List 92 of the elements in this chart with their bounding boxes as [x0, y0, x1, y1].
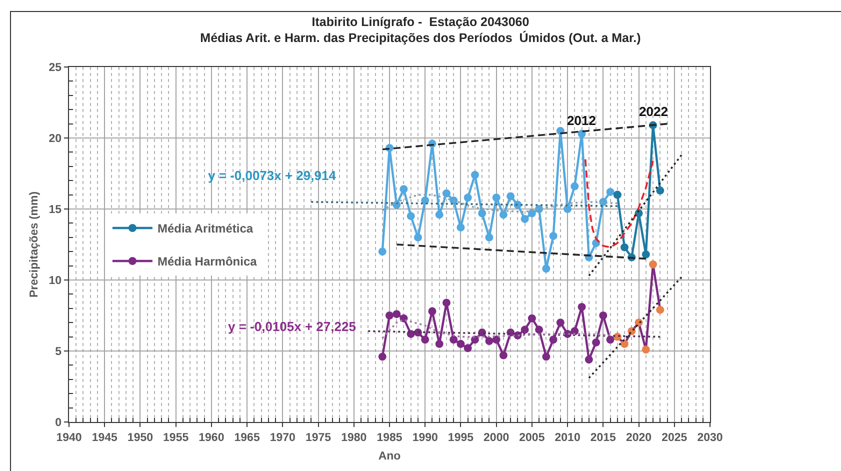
x-tick-label: 2030 — [697, 432, 723, 444]
x-tick-label: 1960 — [198, 432, 224, 444]
point — [556, 318, 564, 327]
line-series — [381, 194, 618, 213]
point — [492, 194, 500, 202]
annotation: 2022 — [639, 104, 668, 119]
point — [520, 326, 529, 334]
point — [485, 233, 494, 242]
annotation: 2012 — [567, 113, 596, 128]
point — [456, 223, 465, 232]
point — [620, 243, 629, 252]
point — [378, 248, 386, 256]
legend-label: Média Harmônica — [157, 254, 258, 269]
x-tick-label: 2005 — [519, 432, 546, 444]
x-tick-label: 2015 — [590, 432, 617, 444]
chart-subtitle: Médias Arit. e Harm. das Precipitações dos Períodos Úmidos (Out. a Mar.) — [200, 30, 641, 46]
annotation: y = -0,0105x + 27,225 — [228, 319, 356, 334]
x-tick-label: 1940 — [56, 432, 82, 444]
point — [649, 260, 658, 268]
x-tick-label: 2020 — [626, 432, 652, 444]
point — [435, 210, 444, 219]
point — [656, 306, 664, 314]
point — [606, 336, 614, 344]
y-tick-label: 15 — [48, 204, 62, 216]
x-tick-label: 1995 — [448, 432, 474, 444]
x-tick-label: 1945 — [92, 432, 118, 444]
y-tick-label: 25 — [48, 62, 62, 74]
point — [492, 336, 500, 344]
y-axis-title: Precipitações (mm) — [28, 191, 40, 298]
point — [470, 170, 479, 179]
point — [570, 327, 579, 336]
point — [386, 312, 394, 320]
point — [450, 336, 458, 344]
point — [564, 205, 572, 213]
x-tick-label: 1970 — [270, 432, 296, 444]
y-tick-label: 10 — [48, 275, 62, 288]
point — [535, 326, 544, 334]
point — [528, 209, 536, 218]
x-tick-label: 1980 — [341, 432, 367, 444]
point — [606, 188, 614, 196]
point — [442, 189, 450, 198]
point — [506, 192, 515, 200]
point — [414, 233, 422, 242]
point — [478, 209, 486, 218]
point — [542, 352, 550, 361]
x-axis-title: Ano — [378, 450, 401, 462]
x-tick-label: 2000 — [484, 432, 510, 444]
point — [442, 298, 450, 307]
point — [599, 312, 608, 320]
legend-label: Média Aritmética — [157, 222, 254, 236]
point — [592, 338, 600, 346]
point — [499, 351, 508, 360]
y-tick-label: 0 — [55, 417, 62, 430]
point — [578, 302, 586, 311]
point — [464, 344, 472, 352]
chart-title: Itabirito Linígrafo - Estação 2043060 — [312, 14, 530, 29]
x-tick-label: 1965 — [234, 432, 260, 444]
point — [421, 336, 430, 344]
point — [378, 352, 386, 361]
point — [464, 194, 472, 202]
point — [392, 310, 401, 318]
annotation: y = -0,0073x + 29,914 — [208, 168, 337, 183]
x-tick-label: 1975 — [305, 432, 332, 444]
point — [642, 346, 650, 354]
point — [428, 307, 436, 316]
x-tick-label: 2010 — [554, 432, 580, 444]
point — [549, 232, 558, 240]
point — [485, 337, 494, 346]
point — [499, 210, 508, 219]
point — [584, 356, 593, 364]
point — [421, 196, 430, 204]
point — [456, 340, 465, 348]
x-tick-label: 1955 — [163, 432, 190, 444]
point — [520, 214, 529, 223]
x-tick-label: 2025 — [662, 432, 688, 444]
point — [542, 264, 550, 273]
point — [400, 185, 408, 194]
point — [470, 336, 479, 344]
x-tick-label: 1985 — [376, 432, 403, 444]
line-series — [584, 158, 654, 248]
x-tick-label: 1950 — [127, 432, 154, 444]
point — [528, 314, 536, 322]
point — [656, 186, 664, 195]
point — [406, 212, 415, 220]
point — [642, 250, 650, 258]
x-tick-label: 1990 — [412, 432, 438, 444]
y-tick-label: 20 — [48, 133, 62, 146]
y-tick-label: 5 — [55, 346, 62, 358]
point — [620, 340, 629, 348]
point — [549, 336, 558, 344]
point — [570, 182, 579, 190]
point — [435, 340, 444, 348]
